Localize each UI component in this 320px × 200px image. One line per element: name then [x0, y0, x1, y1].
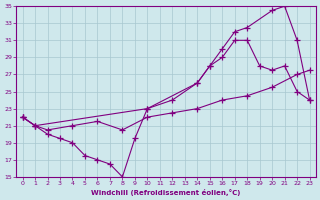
- X-axis label: Windchill (Refroidissement éolien,°C): Windchill (Refroidissement éolien,°C): [92, 189, 241, 196]
